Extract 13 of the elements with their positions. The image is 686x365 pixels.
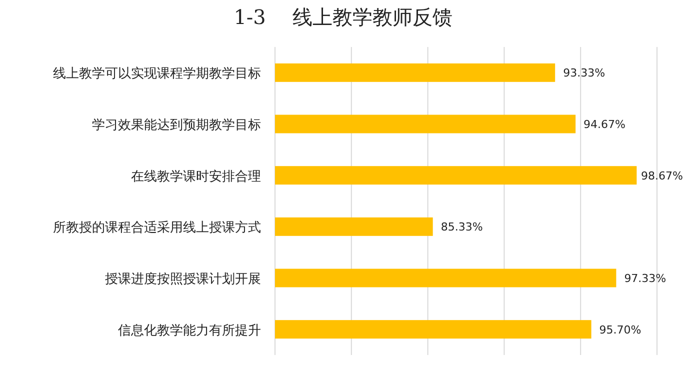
data-label: 97.33% bbox=[624, 272, 666, 285]
y-tick-label: 学习效果能达到预期教学目标 bbox=[92, 118, 261, 133]
data-label: 93.33% bbox=[563, 66, 606, 80]
y-tick-label: 线上教学可以实现课程学期教学目标 bbox=[53, 66, 261, 82]
data-label: 98.67% bbox=[641, 169, 683, 182]
data-label: 94.67% bbox=[584, 118, 626, 131]
data-label: 95.70% bbox=[599, 323, 642, 336]
y-tick-label: 信息化教学能力有所提升 bbox=[118, 323, 261, 338]
y-tick-label: 在线教学课时安排合理 bbox=[131, 168, 261, 184]
data-label: 85.33% bbox=[440, 220, 483, 234]
chart-title: 1-3 线上教学教师反馈 bbox=[234, 5, 452, 29]
y-tick-label: 所教授的课程合适采用线上授课方式 bbox=[53, 220, 261, 236]
y-tick-label: 授课进度按照授课计划开展 bbox=[105, 271, 261, 287]
